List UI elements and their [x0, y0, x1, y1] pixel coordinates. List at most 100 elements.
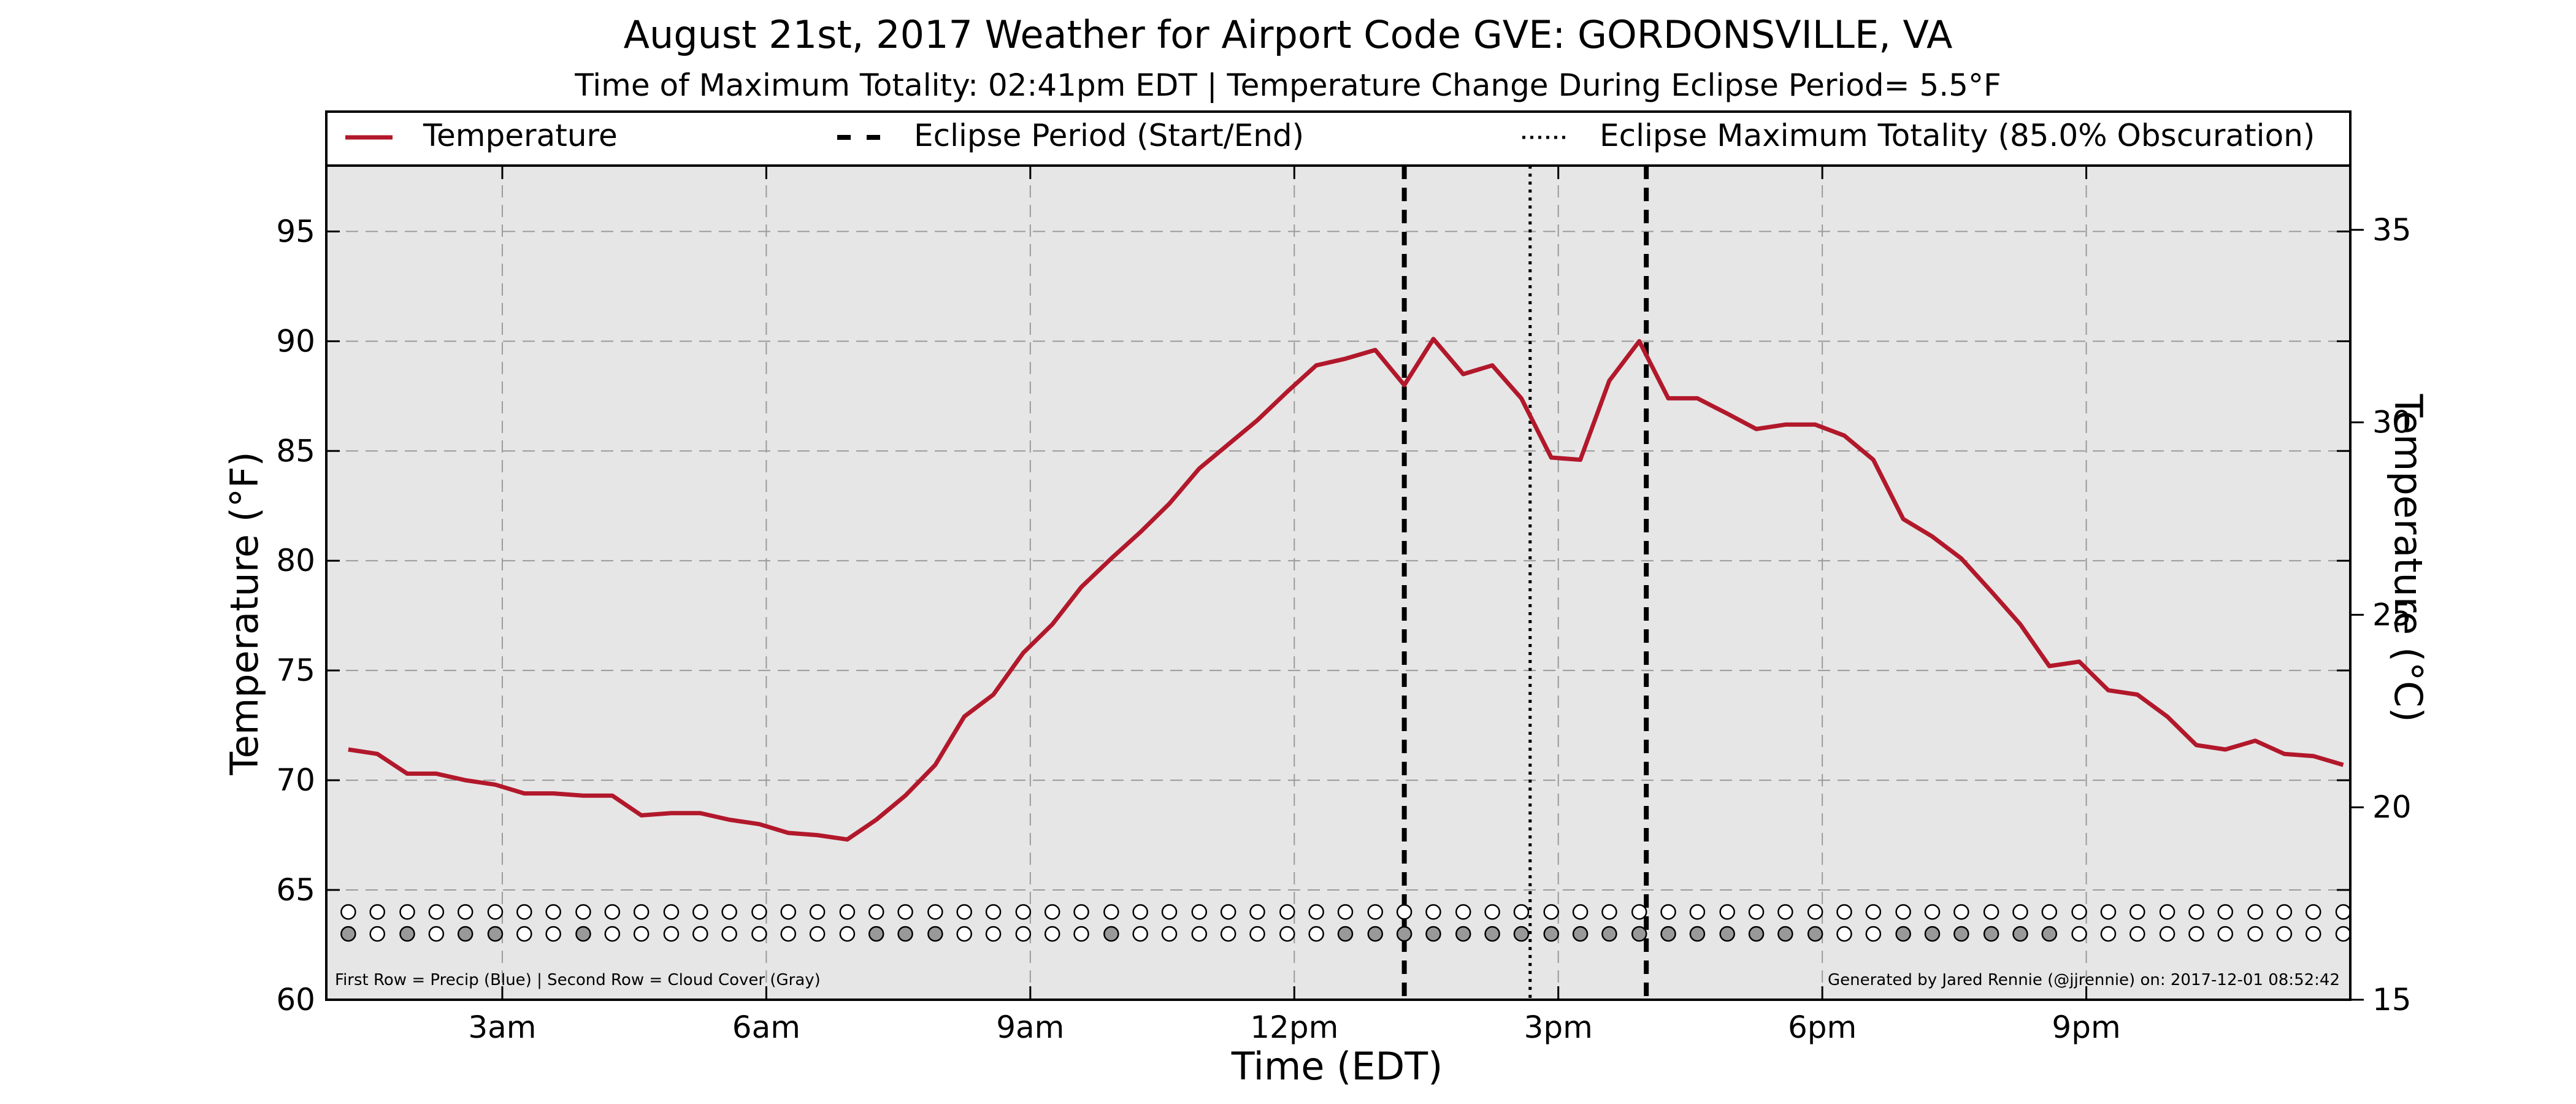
legend-box [325, 110, 2352, 167]
precip-marker [1689, 904, 1706, 920]
cloud-cover-marker [1836, 926, 1852, 942]
precip-marker [2188, 904, 2204, 920]
precip-marker [780, 904, 797, 920]
cloud-cover-marker [399, 926, 415, 942]
y-tick-label-right: 35 [2372, 212, 2412, 248]
cloud-cover-marker [2305, 926, 2321, 942]
precip-marker [692, 904, 708, 920]
precip-cloud-markers [340, 904, 2352, 942]
x-tick-label: 3am [468, 1010, 536, 1045]
precip-marker [1895, 904, 1911, 920]
precip-marker [1308, 904, 1324, 920]
cloud-cover-marker [2188, 926, 2204, 942]
precip-marker [1953, 904, 1969, 920]
precip-marker [1983, 904, 1999, 920]
legend-max-totality-label: Eclipse Maximum Totality (85.0% Obscurat… [1600, 118, 2315, 153]
precip-marker [1161, 904, 1178, 920]
cloud-cover-marker [1983, 926, 1999, 942]
precip-marker [340, 904, 356, 920]
x-tick-label: 12pm [1250, 1010, 1338, 1045]
precip-marker [2041, 904, 2058, 920]
cloud-cover-marker [2012, 926, 2028, 942]
precip-marker [1484, 904, 1500, 920]
cloud-cover-marker [985, 926, 1002, 942]
cloud-cover-marker [516, 926, 532, 942]
footnote-left: First Row = Precip (Blue) | Second Row =… [335, 971, 821, 989]
legend-eclipse-period-label: Eclipse Period (Start/End) [914, 118, 1304, 153]
temperature-series [348, 337, 2344, 842]
footnote-right: Generated by Jared Rennie (@jjrennie) on… [1828, 971, 2340, 989]
cloud-cover-marker [1396, 926, 1413, 942]
precip-marker [2305, 904, 2321, 920]
precip-marker [721, 904, 737, 920]
cloud-cover-marker [545, 926, 561, 942]
y-tick-label-right: 15 [2372, 982, 2412, 1018]
precip-marker [1836, 904, 1852, 920]
x-tick-label: 6am [732, 1010, 800, 1045]
precip-marker [839, 904, 856, 920]
precip-marker [1073, 904, 1089, 920]
cloud-cover-marker [780, 926, 797, 942]
cloud-cover-marker [1161, 926, 1178, 942]
precip-marker [1719, 904, 1735, 920]
precip-marker [1865, 904, 1882, 920]
precip-marker [1748, 904, 1765, 920]
cloud-cover-marker [1249, 926, 1265, 942]
cloud-cover-marker [1807, 926, 1823, 942]
precip-marker [2012, 904, 2028, 920]
precip-marker [633, 904, 650, 920]
cloud-cover-marker [340, 926, 356, 942]
cloud-cover-marker [428, 926, 445, 942]
cloud-cover-marker [1484, 926, 1500, 942]
y-axis-label-right: Temperature (°C) [2386, 393, 2431, 722]
precip-marker [1807, 904, 1823, 920]
precip-marker [1543, 904, 1559, 920]
precip-marker [1132, 904, 1148, 920]
cloud-cover-marker [2129, 926, 2145, 942]
y-tick-label-right: 20 [2372, 789, 2412, 825]
precip-marker [1103, 904, 1119, 920]
cloud-cover-marker [692, 926, 708, 942]
y-tick-label-left: 60 [276, 982, 315, 1018]
cloud-cover-marker [1748, 926, 1765, 942]
precip-marker [1777, 904, 1793, 920]
x-axis-label: Time (EDT) [1231, 1044, 1443, 1089]
cloud-cover-marker [751, 926, 767, 942]
precip-marker [604, 904, 621, 920]
precip-marker [1044, 904, 1060, 920]
cloud-cover-marker [1660, 926, 1676, 942]
cloud-cover-marker [1337, 926, 1354, 942]
cloud-cover-marker [663, 926, 680, 942]
y-tick-label-left: 90 [276, 323, 315, 359]
cloud-cover-marker [868, 926, 884, 942]
precip-marker [1455, 904, 1471, 920]
precip-marker [1513, 904, 1530, 920]
precip-marker [868, 904, 884, 920]
cloud-cover-marker [721, 926, 737, 942]
precip-marker [1191, 904, 1208, 920]
y-tick-label-right: 25 [2372, 597, 2412, 632]
precip-marker [1015, 904, 1032, 920]
y-tick-label-left: 95 [276, 213, 315, 249]
precip-marker [1572, 904, 1589, 920]
cloud-cover-marker [457, 926, 473, 942]
precip-marker [399, 904, 415, 920]
precip-marker [2276, 904, 2293, 920]
cloud-cover-marker [1865, 926, 1882, 942]
cloud-cover-marker [1044, 926, 1060, 942]
cloud-cover-marker [927, 926, 943, 942]
precip-marker [1249, 904, 1265, 920]
cloud-cover-marker [2335, 926, 2352, 942]
precip-marker [2100, 904, 2117, 920]
cloud-cover-marker [2247, 926, 2263, 942]
legend-temperature-label: Temperature [423, 118, 618, 153]
cloud-cover-marker [1953, 926, 1969, 942]
precip-marker [428, 904, 445, 920]
y-axis-label-left: Temperature (°F) [222, 451, 267, 775]
temperature-line [348, 337, 2344, 842]
cloud-cover-marker [633, 926, 650, 942]
precip-marker [1425, 904, 1441, 920]
precip-marker [2335, 904, 2352, 920]
precip-marker [1924, 904, 1941, 920]
x-tick-label: 9pm [2052, 1010, 2120, 1045]
